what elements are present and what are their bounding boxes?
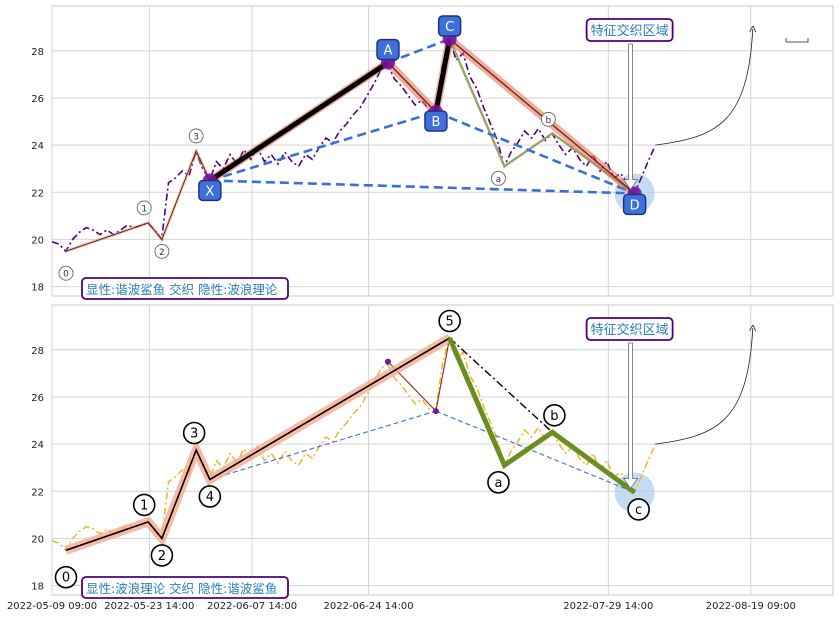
y-tick-label: 22 <box>31 487 44 498</box>
wave-label-5: 5 <box>438 309 461 333</box>
x-tick-label: 2022-05-23 14:00 <box>104 601 194 612</box>
harmonic-point-dot <box>432 408 439 415</box>
svg-text:0: 0 <box>62 571 70 586</box>
y-tick-label: 20 <box>31 235 44 246</box>
svg-text:1: 1 <box>140 498 148 513</box>
svg-text:1: 1 <box>141 204 147 214</box>
x-tick-label: 2022-06-07 14:00 <box>207 601 297 612</box>
wave-label-top-a: a <box>490 170 506 186</box>
svg-text:C: C <box>445 20 454 35</box>
x-tick-label: 2022-06-24 14:00 <box>324 601 414 612</box>
x-tick-label: 2022-08-19 09:00 <box>706 601 796 612</box>
projection-bracket <box>785 38 809 43</box>
svg-text:X: X <box>205 184 214 199</box>
xd-dashed-line <box>209 179 635 195</box>
harmonic-bc-line <box>433 38 453 113</box>
xb-dashed-line <box>209 110 437 182</box>
y-tick-label: 28 <box>31 47 44 58</box>
harmonic-label-d: D <box>622 193 647 216</box>
y-tick-label: 24 <box>31 440 44 451</box>
pattern-caption: 显性:波浪理论 交织 隐性:谐波鲨鱼 <box>81 576 289 599</box>
feature-region-label: 特征交织区域 <box>585 317 674 341</box>
wave-line <box>65 337 451 551</box>
projection-arrow <box>655 328 753 445</box>
harmonic-xa-line <box>208 60 390 183</box>
svg-text:2: 2 <box>158 549 166 564</box>
svg-text:2: 2 <box>159 248 165 258</box>
ac-dashed-line <box>387 37 451 64</box>
wave-label-top-1: 1 <box>136 200 152 216</box>
harmonic-label-b: B <box>424 110 448 132</box>
harmonic-point-dot <box>384 358 391 365</box>
wave-label-c: c <box>627 498 650 521</box>
wave-label-1: 1 <box>132 493 156 517</box>
bd-dashed-line <box>435 410 635 493</box>
xb-dashed-line <box>209 410 437 480</box>
svg-text:A: A <box>384 44 393 59</box>
svg-text:特征交织区域: 特征交织区域 <box>591 23 669 39</box>
svg-text:a: a <box>494 476 502 491</box>
svg-text:b: b <box>546 116 552 126</box>
pattern-caption: 显性:谐波鲨鱼 交织 隐性:波浪理论 <box>81 277 289 300</box>
harmonic-label-x: X <box>198 179 222 202</box>
wave-label-2: 2 <box>150 544 174 567</box>
feature-region-arrow <box>622 342 639 490</box>
svg-text:3: 3 <box>193 133 199 143</box>
feature-region-arrow <box>622 43 639 191</box>
wave-label-4: 4 <box>198 485 222 508</box>
svg-text:B: B <box>431 115 440 130</box>
x-tick-label: 2022-05-09 09:00 <box>7 601 97 612</box>
svg-text:5: 5 <box>445 315 453 330</box>
y-tick-label: 24 <box>31 141 44 152</box>
wave-label-top-3: 3 <box>188 128 204 144</box>
wave-line-top <box>65 149 211 252</box>
harmonic-label-a: A <box>376 38 400 61</box>
y-tick-label: 26 <box>31 94 44 105</box>
y-tick-label: 18 <box>31 582 44 593</box>
wave-abc-line <box>447 337 637 495</box>
wave-label-top-0: 0 <box>58 265 74 281</box>
projection-arrow <box>655 29 753 146</box>
y-tick-label: 22 <box>31 188 44 199</box>
bd-dashed-line <box>435 110 636 195</box>
wave-label-0: 0 <box>54 565 78 589</box>
feature-region-label: 特征交织区域 <box>585 18 674 42</box>
svg-text:3: 3 <box>190 427 198 442</box>
svg-text:b: b <box>550 409 558 424</box>
harmonic-ab-line <box>387 62 437 113</box>
svg-text:显性:谐波鲨鱼 交织 隐性:波浪理论: 显性:谐波鲨鱼 交织 隐性:波浪理论 <box>86 282 278 297</box>
svg-text:a: a <box>496 175 502 185</box>
y-tick-label: 18 <box>31 283 44 294</box>
y-tick-label: 26 <box>31 393 44 404</box>
svg-text:c: c <box>635 503 642 518</box>
svg-text:D: D <box>630 198 640 213</box>
svg-text:特征交织区域: 特征交织区域 <box>591 322 669 338</box>
plot-area-top <box>51 5 834 297</box>
svg-text:显性:波浪理论 交织 隐性:谐波鲨鱼: 显性:波浪理论 交织 隐性:谐波鲨鱼 <box>86 581 277 596</box>
wave-label-a: a <box>487 471 510 494</box>
wave-label-top-2: 2 <box>154 243 170 259</box>
harmonic-label-c: C <box>437 15 462 37</box>
wave-label-3: 3 <box>182 421 206 445</box>
svg-text:4: 4 <box>206 490 214 505</box>
y-tick-label: 20 <box>31 534 44 545</box>
svg-text:0: 0 <box>63 270 69 280</box>
plot-area-bottom <box>51 304 834 596</box>
wave-label-b: b <box>543 404 566 427</box>
x-tick-label: 2022-07-29 14:00 <box>563 601 653 612</box>
wave-label-top-b: b <box>540 111 556 127</box>
y-tick-label: 28 <box>31 346 44 357</box>
